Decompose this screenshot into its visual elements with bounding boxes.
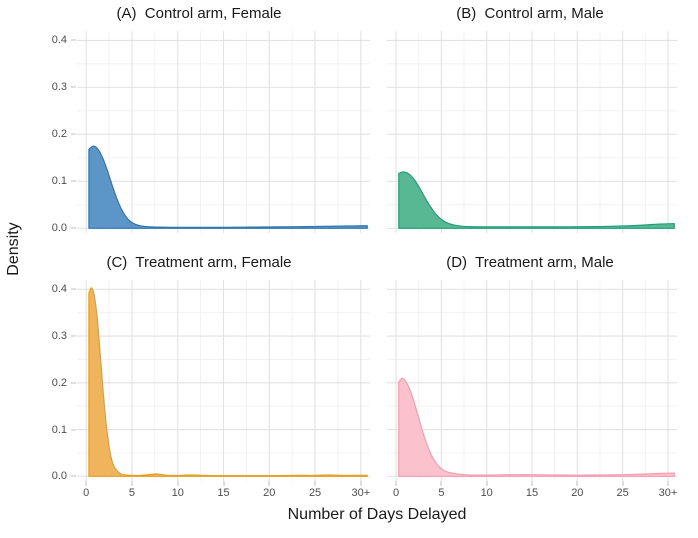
x-tick-label: 5 <box>438 487 445 499</box>
panel-d-title: (D) Treatment arm, Male <box>446 254 614 271</box>
x-tick-mark <box>360 481 362 486</box>
y-tick-mark <box>71 227 76 229</box>
y-tick-label: 0.2 <box>51 376 67 389</box>
x-tick-mark <box>531 481 533 486</box>
x-tick-mark <box>268 481 270 486</box>
x-axis-ticks-panel-c: 0 5 10 15 20 25 30+ <box>77 481 370 503</box>
panel-c-title: (C) Treatment arm, Female <box>106 254 292 271</box>
x-tick-mark <box>486 481 488 486</box>
x-tick-mark <box>85 481 87 486</box>
y-tick-mark <box>71 133 76 135</box>
y-tick-mark <box>71 288 76 290</box>
x-tick-mark <box>667 481 669 486</box>
y-tick-mark <box>71 86 76 88</box>
y-tick-label: 0.4 <box>51 34 67 47</box>
x-tick-label: 25 <box>616 487 629 499</box>
x-tick-label: 20 <box>263 487 276 499</box>
density-curve-a <box>89 146 367 228</box>
x-tick-mark <box>131 481 133 486</box>
panel-a-density-plot <box>77 31 370 233</box>
density-curve-d <box>399 378 675 476</box>
panel-b-title: (B) Control arm, Male <box>456 5 604 22</box>
y-tick-label: 0.0 <box>51 470 67 483</box>
y-tick-mark <box>71 475 76 477</box>
y-tick-mark <box>71 335 76 337</box>
y-tick-mark <box>71 180 76 182</box>
x-axis-ticks-panel-d: 0 5 10 15 20 25 30+ <box>387 481 677 503</box>
y-tick-label: 0.1 <box>51 423 67 436</box>
panel-c-density-plot <box>77 280 370 481</box>
x-tick-label: 10 <box>480 487 493 499</box>
y-tick-mark <box>71 39 76 41</box>
y-axis-ticks-top-row: 0.0 0.1 0.2 0.3 0.4 <box>36 31 77 235</box>
y-axis-ticks-bottom-row: 0.0 0.1 0.2 0.3 0.4 <box>36 280 77 483</box>
x-tick-label: 5 <box>128 487 135 499</box>
x-tick-label: 15 <box>217 487 230 499</box>
x-tick-mark <box>177 481 179 486</box>
density-curve-b <box>399 172 675 228</box>
x-tick-label: 0 <box>83 487 90 499</box>
x-axis-title: Number of Days Delayed <box>287 506 467 523</box>
y-tick-label: 0.2 <box>51 128 67 141</box>
y-tick-label: 0.4 <box>51 283 67 296</box>
x-tick-label: 0 <box>393 487 400 499</box>
panel-a-title: (A) Control arm, Female <box>116 5 282 22</box>
panel-b-density-plot <box>387 31 677 233</box>
y-tick-label: 0.1 <box>51 175 67 188</box>
x-tick-label: 30+ <box>658 487 678 499</box>
x-tick-label: 25 <box>308 487 322 499</box>
y-tick-label: 0.3 <box>51 81 67 94</box>
y-tick-mark <box>71 382 76 384</box>
x-tick-label: 15 <box>525 487 539 499</box>
x-tick-label: 20 <box>571 487 584 499</box>
density-curve-c <box>89 288 367 476</box>
y-tick-label: 0.0 <box>51 222 67 235</box>
x-tick-mark <box>314 481 316 486</box>
y-tick-label: 0.3 <box>51 330 67 343</box>
x-tick-mark <box>223 481 224 486</box>
y-tick-mark <box>71 429 76 431</box>
x-tick-label: 10 <box>171 487 184 499</box>
x-tick-mark <box>622 481 624 486</box>
x-tick-label: 30+ <box>351 487 371 499</box>
x-tick-mark <box>576 481 578 486</box>
y-axis-title: Density <box>5 222 22 276</box>
x-tick-mark <box>395 481 397 486</box>
panel-d-density-plot <box>387 280 677 481</box>
x-tick-mark <box>440 481 442 486</box>
